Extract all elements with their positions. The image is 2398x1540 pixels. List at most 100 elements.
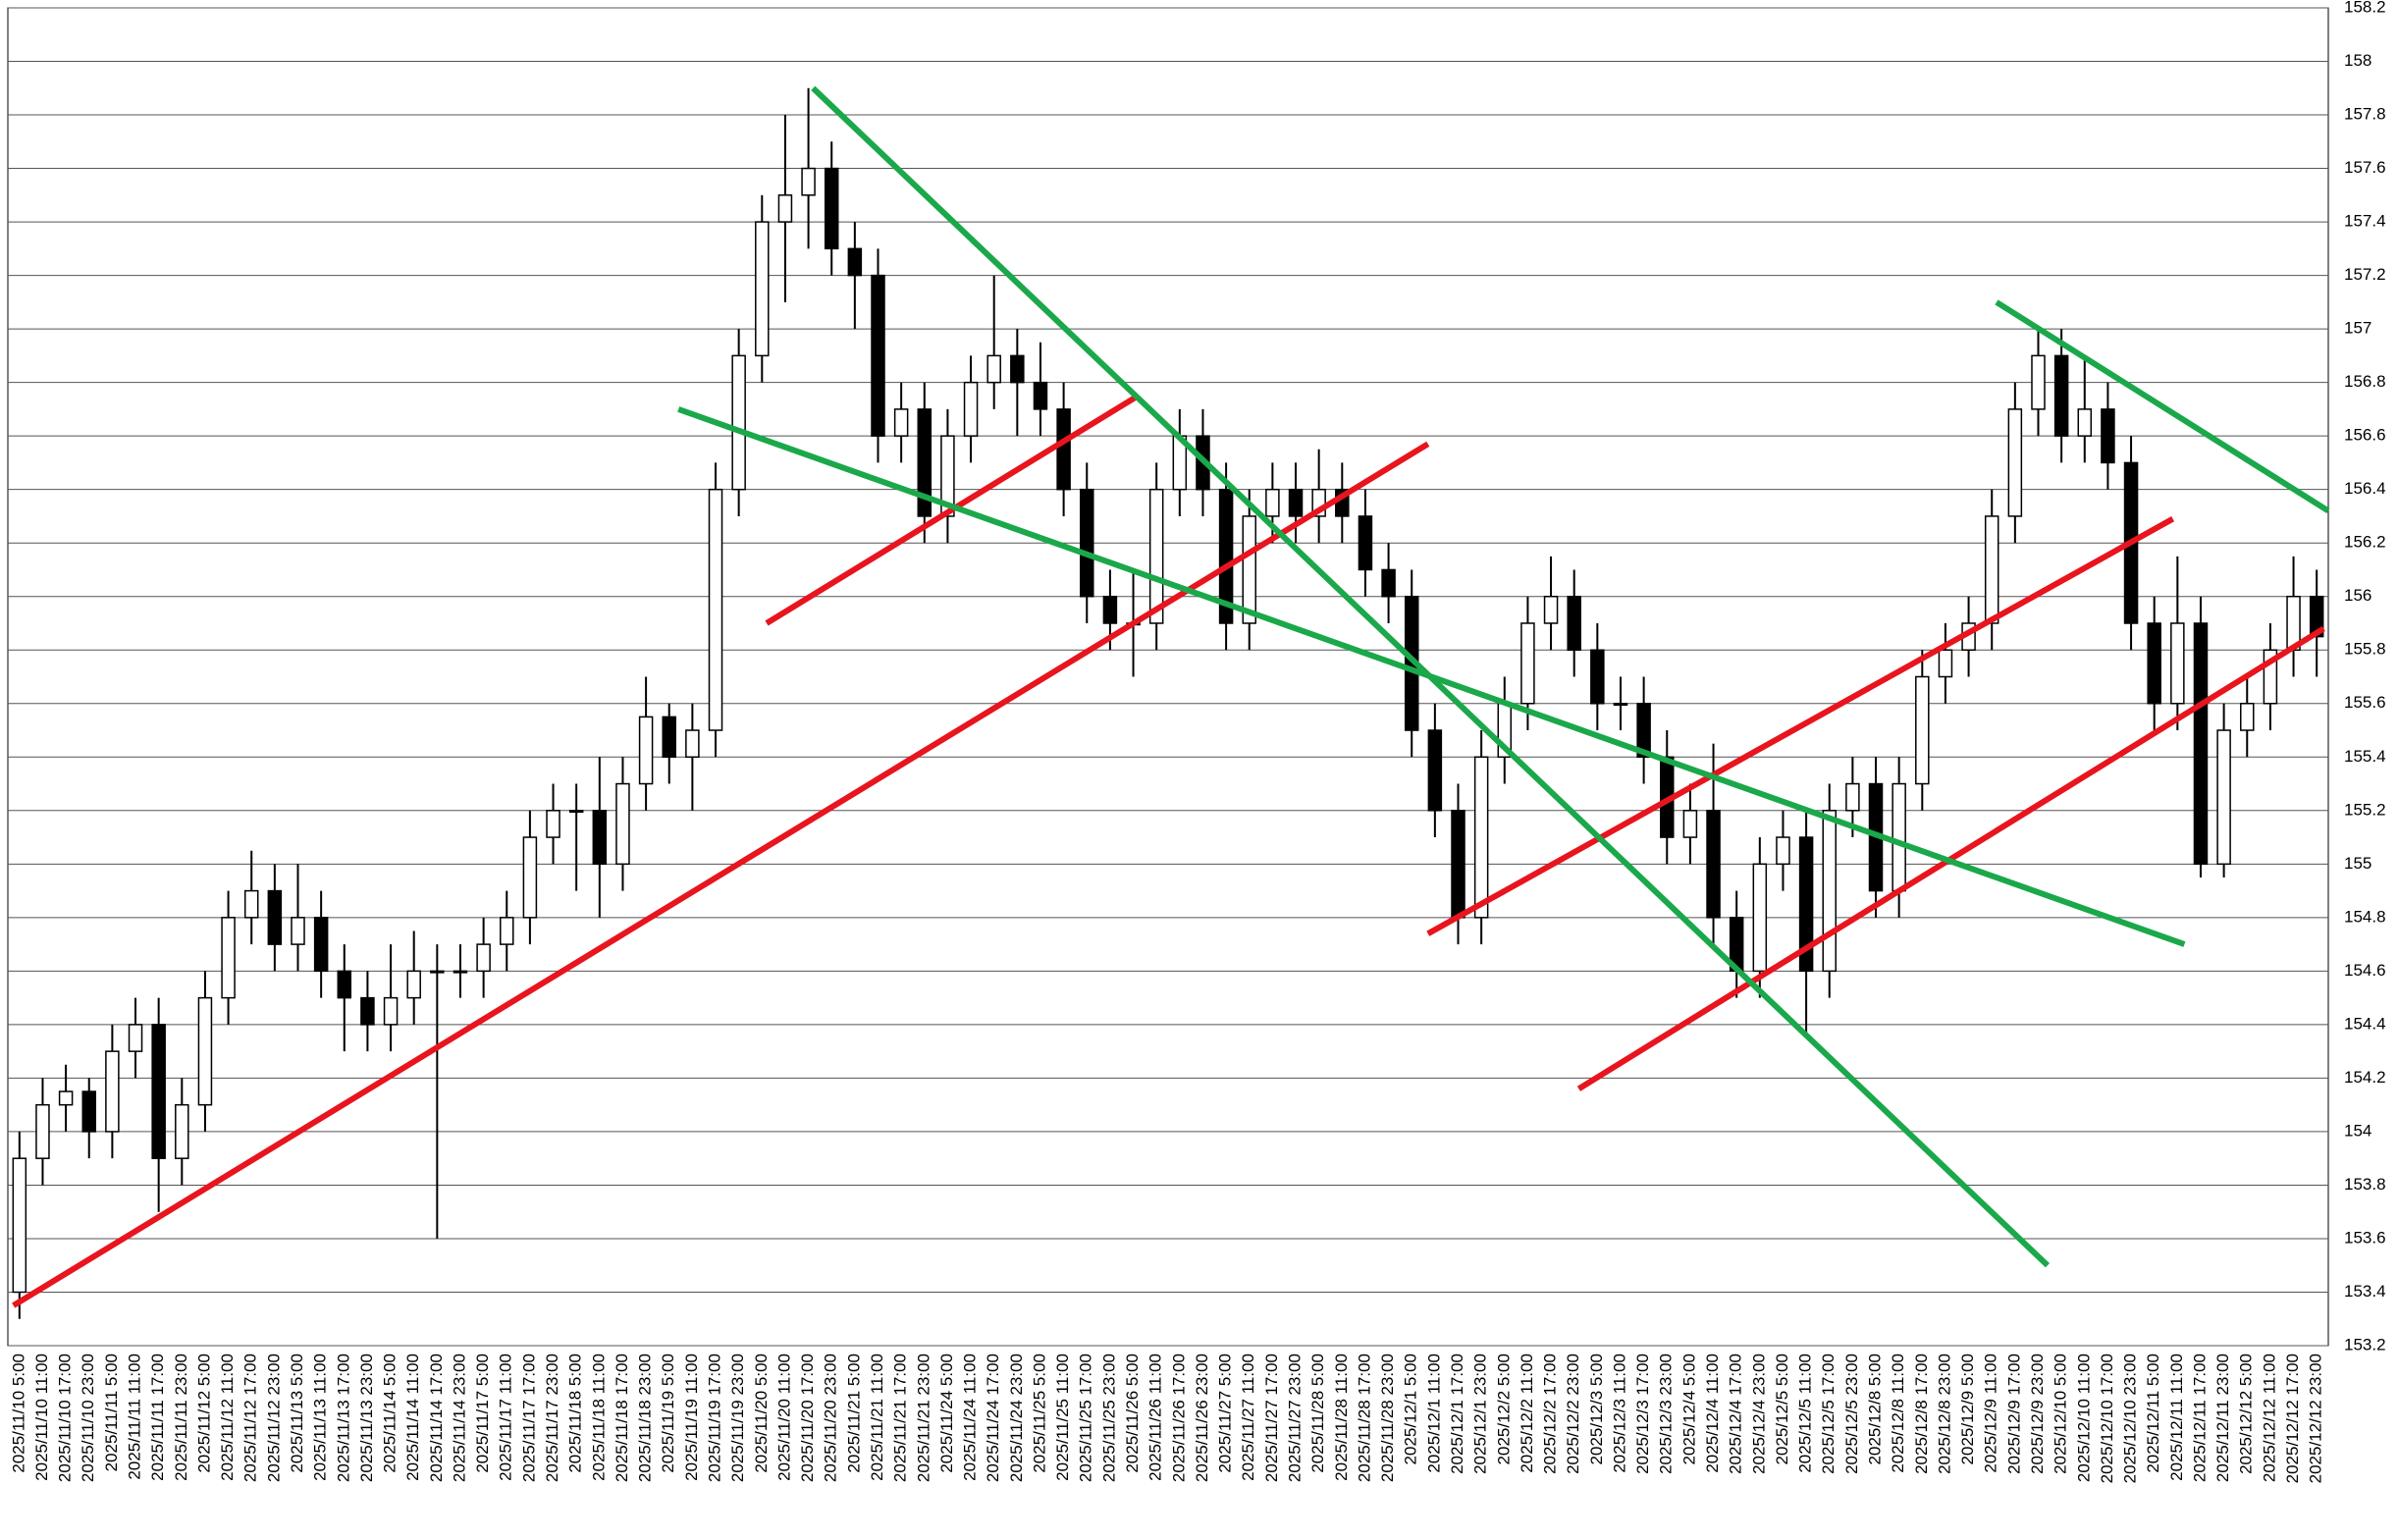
y-tick-label: 156.8: [2344, 372, 2386, 391]
x-tick-label: 2025/11/18 17:00: [613, 1354, 631, 1482]
candle-body: [2007, 408, 2023, 517]
y-tick-label: 154.4: [2344, 1014, 2386, 1033]
x-tick-label: 2025/11/19 23:00: [728, 1354, 747, 1482]
x-tick-label: 2025/12/9 23:00: [2028, 1354, 2047, 1474]
candle-body: [1427, 729, 1443, 812]
x-tick-label: 2025/11/26 17:00: [1169, 1354, 1188, 1482]
y-tick-label: 155.8: [2344, 640, 2386, 659]
y-tick-label: 153.2: [2344, 1335, 2386, 1354]
candle-body: [1056, 408, 1071, 491]
candle-body: [731, 354, 746, 491]
candle-body: [1682, 810, 1698, 838]
x-tick-label: 2025/11/18 23:00: [636, 1354, 655, 1482]
x-tick-label: 2025/12/2 23:00: [1564, 1354, 1582, 1474]
x-tick-label: 2025/12/5 17:00: [1819, 1354, 1838, 1474]
x-tick-label: 2025/12/10 17:00: [2098, 1354, 2116, 1483]
candle-body: [917, 408, 933, 517]
x-tick-label: 2025/11/25 5:00: [1030, 1354, 1048, 1473]
candle-body: [243, 889, 259, 919]
candle-body: [383, 996, 399, 1026]
x-tick-label: 2025/11/17 11:00: [497, 1354, 515, 1481]
x-tick-label: 2025/12/12 23:00: [2307, 1354, 2325, 1483]
x-tick-label: 2025/12/4 11:00: [1703, 1354, 1722, 1473]
x-tick-label: 2025/12/8 17:00: [1912, 1354, 1931, 1474]
candle-body: [963, 381, 979, 437]
y-tick-label: 157.6: [2344, 158, 2386, 177]
candle-body: [801, 167, 816, 196]
x-tick-label: 2025/12/3 11:00: [1610, 1354, 1628, 1473]
candle-body: [406, 970, 421, 999]
x-tick-label: 2025/12/2 17:00: [1541, 1354, 1560, 1474]
x-tick-label: 2025/11/17 17:00: [519, 1354, 538, 1482]
candle-body: [1938, 649, 1953, 678]
x-tick-label: 2025/11/19 5:00: [659, 1354, 677, 1473]
x-tick-label: 2025/11/26 23:00: [1193, 1354, 1211, 1482]
candle-body: [986, 354, 1001, 384]
x-tick-label: 2025/11/13 17:00: [334, 1354, 352, 1482]
trend-line: [677, 406, 2186, 947]
candle-body: [1892, 782, 1906, 892]
x-tick-label: 2025/12/11 17:00: [2190, 1354, 2209, 1482]
candle-body: [847, 247, 863, 277]
candle-body: [662, 716, 676, 759]
x-tick-label: 2025/11/18 11:00: [589, 1354, 608, 1481]
y-tick-label: 154.6: [2344, 961, 2386, 980]
candle-body: [755, 221, 770, 357]
x-tick-label: 2025/12/5 11:00: [1796, 1354, 1815, 1473]
x-tick-label: 2025/11/27 17:00: [1262, 1354, 1281, 1482]
candle-body: [2216, 729, 2231, 866]
x-tick-label: 2025/12/8 11:00: [1889, 1354, 1907, 1473]
candle-body: [1080, 488, 1094, 598]
candle-body: [2170, 622, 2185, 705]
y-tick-label: 158.2: [2344, 0, 2386, 16]
candle-body: [197, 996, 213, 1106]
x-tick-label: 2025/12/11 23:00: [2213, 1354, 2232, 1482]
candle-body: [105, 1050, 120, 1133]
x-tick-label: 2025/12/1 23:00: [1471, 1354, 1490, 1474]
candle-body: [708, 488, 723, 731]
x-tick-label: 2025/11/14 11:00: [403, 1354, 422, 1481]
x-tick-label: 2025/11/28 17:00: [1355, 1354, 1373, 1482]
x-tick-label: 2025/12/9 5:00: [1958, 1354, 1977, 1464]
x-tick-label: 2025/12/10 5:00: [2052, 1354, 2070, 1474]
x-tick-label: 2025/12/9 17:00: [2004, 1354, 2023, 1474]
x-tick-label: 2025/12/1 11:00: [1424, 1354, 1443, 1473]
x-tick-label: 2025/11/10 17:00: [56, 1354, 75, 1482]
x-tick-label: 2025/11/14 17:00: [427, 1354, 446, 1482]
x-tick-label: 2025/11/20 17:00: [798, 1354, 817, 1482]
x-tick-label: 2025/11/27 5:00: [1216, 1354, 1235, 1473]
x-tick-label: 2025/11/10 23:00: [79, 1354, 97, 1482]
candle-body: [824, 167, 839, 250]
x-tick-label: 2025/12/12 5:00: [2237, 1354, 2256, 1474]
y-tick-label: 154: [2344, 1121, 2371, 1140]
x-tick-label: 2025/11/24 17:00: [984, 1354, 1002, 1482]
x-tick-label: 2025/11/19 11:00: [682, 1354, 701, 1481]
candle-body: [1148, 488, 1164, 624]
x-tick-label: 2025/11/11 5:00: [102, 1354, 121, 1471]
x-tick-label: 2025/11/14 5:00: [381, 1354, 400, 1473]
x-tick-label: 2025/11/26 5:00: [1123, 1354, 1142, 1473]
candle-body: [2031, 354, 2046, 410]
x-tick-label: 2025/12/11 5:00: [2144, 1354, 2162, 1473]
candle-body: [2077, 408, 2093, 437]
candle-body: [1288, 488, 1304, 517]
candle-body: [337, 970, 352, 999]
x-tick-label: 2025/11/28 23:00: [1378, 1354, 1397, 1482]
x-tick-label: 2025/11/12 17:00: [241, 1354, 260, 1482]
y-tick-label: 155.2: [2344, 800, 2386, 819]
candle-body: [940, 435, 955, 517]
candle-body: [291, 917, 305, 945]
candle-body: [1265, 488, 1280, 517]
x-tick-label: 2025/12/10 23:00: [2121, 1354, 2140, 1483]
candle-body: [1822, 810, 1837, 973]
x-tick-label: 2025/11/10 5:00: [9, 1354, 27, 1473]
x-tick-label: 2025/12/8 23:00: [1935, 1354, 1953, 1474]
candle-body: [2193, 622, 2209, 866]
candle-body: [1636, 703, 1651, 759]
x-tick-label: 2025/11/12 11:00: [218, 1354, 237, 1481]
candle-body: [1776, 836, 1790, 866]
x-tick-label: 2025/11/11 17:00: [148, 1354, 167, 1481]
x-tick-label: 2025/11/17 23:00: [543, 1354, 561, 1482]
